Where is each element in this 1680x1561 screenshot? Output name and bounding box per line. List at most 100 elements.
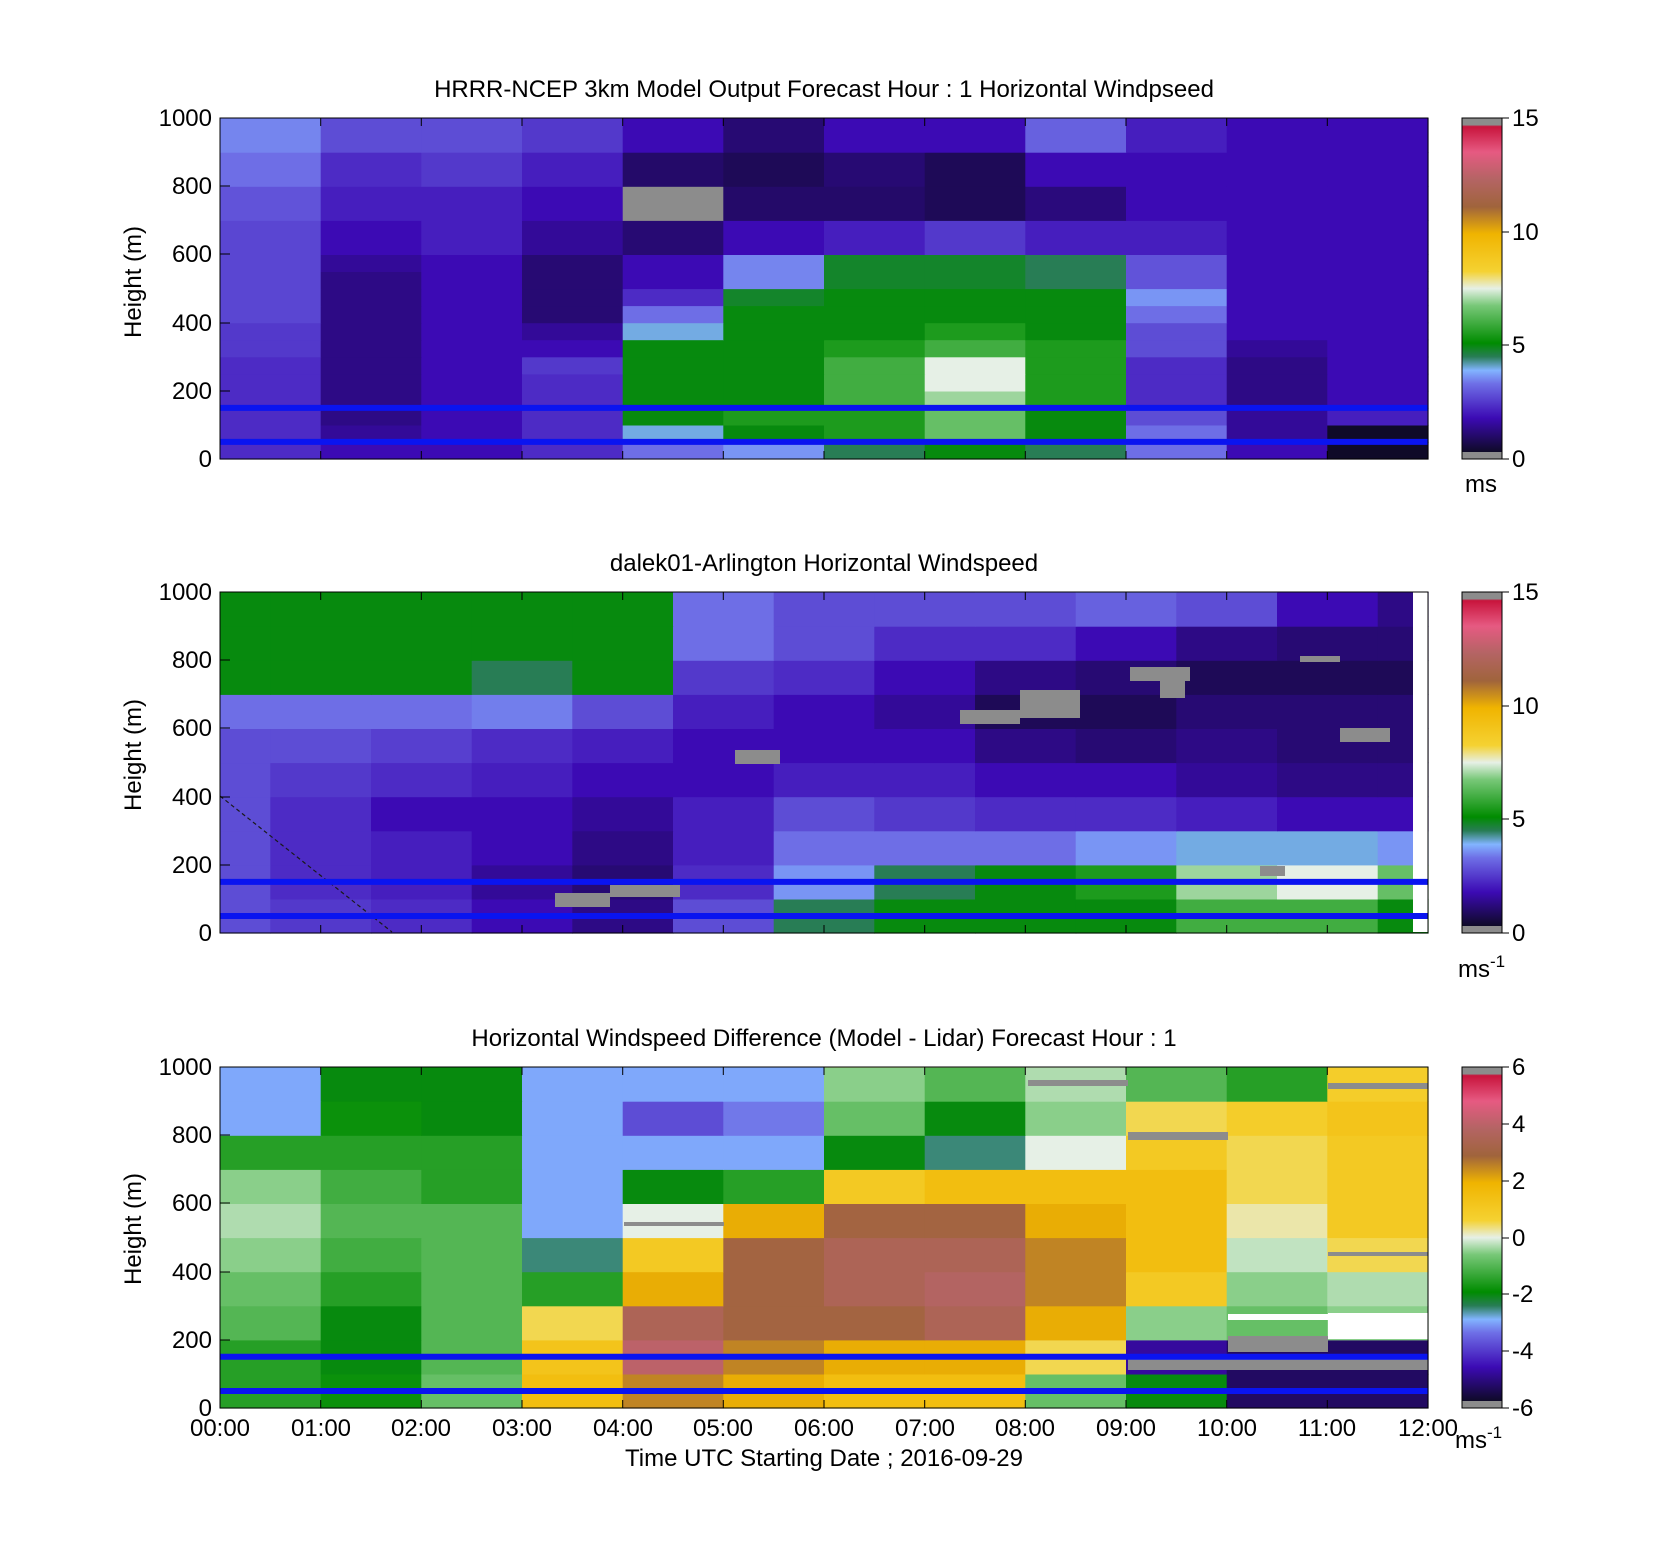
- heatmap-cell: [1025, 254, 1127, 272]
- heatmap-cell: [1126, 271, 1228, 290]
- p2-gap-1: [735, 750, 780, 764]
- heatmap-cell: [320, 441, 422, 460]
- heatmap-cell: [924, 1237, 1026, 1273]
- heatmap-cell: [471, 796, 573, 832]
- heatmap-cell: [723, 1305, 825, 1341]
- heatmap-cell: [1126, 305, 1228, 324]
- heatmap-cell: [1176, 626, 1278, 661]
- heatmap-cell: [622, 186, 724, 221]
- panel-2-y-axis: 0 200 400 600 800 1000: [159, 579, 230, 947]
- p3-ytick-label-1000: 1000: [159, 1054, 212, 1081]
- p1-colorbar-unit: ms: [1465, 471, 1497, 498]
- panel-1-colorbar: 0 5 10 15 ms: [1461, 105, 1539, 498]
- p2-ytick-label-200: 200: [172, 852, 212, 879]
- heatmap-cell: [220, 118, 322, 153]
- xtick-label-12: 12:00: [1398, 1415, 1458, 1442]
- heatmap-cell: [471, 694, 573, 729]
- heatmap-cell: [522, 1305, 624, 1341]
- heatmap-cell: [622, 1067, 724, 1102]
- p1-cb-label-5: 5: [1512, 332, 1525, 359]
- panel-2-colorbar: 0 5 10 15 ms-1: [1458, 579, 1539, 983]
- heatmap-cell: [622, 373, 724, 392]
- heatmap-cell: [1025, 390, 1127, 409]
- heatmap-cell: [1025, 441, 1127, 460]
- p3-gap-1: [1228, 1336, 1328, 1352]
- p3-missing-1: [1328, 1313, 1428, 1339]
- heatmap-cell: [1126, 339, 1228, 358]
- heatmap-cell: [1176, 762, 1278, 798]
- heatmap-cell: [1277, 830, 1379, 866]
- heatmap-cell: [572, 762, 674, 798]
- heatmap-cell: [924, 339, 1026, 358]
- heatmap-cell: [1075, 626, 1177, 661]
- heatmap-cell: [522, 322, 624, 341]
- heatmap-cell: [320, 1135, 422, 1170]
- heatmap-cell: [924, 356, 1026, 375]
- heatmap-cell: [874, 626, 976, 661]
- heatmap-cell: [1327, 424, 1429, 443]
- p3-colorbar-unit: ms-1: [1455, 1423, 1502, 1454]
- heatmap-cell: [622, 271, 724, 290]
- heatmap-cell: [1126, 288, 1228, 307]
- heatmap-cell: [1226, 390, 1328, 409]
- xtick-label-8: 08:00: [995, 1415, 1055, 1442]
- heatmap-cell: [824, 152, 926, 187]
- heatmap-cell: [220, 322, 322, 341]
- heatmap-cell: [1025, 220, 1127, 255]
- heatmap-cell: [1176, 728, 1278, 764]
- heatmap-cell: [572, 830, 674, 866]
- heatmap-cell: [723, 1101, 825, 1136]
- heatmap-cell: [320, 390, 422, 409]
- panel-difference: Horizontal Windspeed Difference (Model -…: [120, 1025, 1533, 1472]
- heatmap-cell: [522, 356, 624, 375]
- heatmap-cell: [371, 830, 473, 866]
- heatmap-cell: [320, 305, 422, 324]
- heatmap-cell: [1226, 118, 1328, 153]
- heatmap-cell: [1126, 407, 1228, 426]
- p3-ytick-label-200: 200: [172, 1327, 212, 1354]
- p2-gap-6: [1340, 728, 1390, 742]
- heatmap-cell: [572, 728, 674, 764]
- xtick-label-6: 06:00: [794, 1415, 854, 1442]
- heatmap-cell: [622, 1135, 724, 1170]
- heatmap-cell: [1327, 390, 1429, 409]
- heatmap-cell: [320, 271, 422, 290]
- heatmap-cell: [1226, 1135, 1328, 1170]
- heatmap-cell: [723, 339, 825, 358]
- heatmap-cell: [824, 271, 926, 290]
- p3-ytick-label-400: 400: [172, 1259, 212, 1286]
- heatmap-cell: [220, 356, 322, 375]
- heatmap-cell: [522, 118, 624, 153]
- panel-1-heatmap: [220, 118, 1429, 460]
- heatmap-cell: [421, 288, 523, 307]
- p2-ytick-label-800: 800: [172, 647, 212, 674]
- heatmap-cell: [220, 1271, 322, 1307]
- panel-1-title: HRRR-NCEP 3km Model Output Forecast Hour…: [434, 76, 1214, 103]
- heatmap-cell: [1025, 407, 1127, 426]
- p2-gap-10: [1260, 866, 1285, 876]
- panel-model-windspeed: HRRR-NCEP 3km Model Output Forecast Hour…: [120, 76, 1539, 498]
- heatmap-cell: [773, 694, 875, 729]
- heatmap-cell: [723, 186, 825, 221]
- heatmap-cell: [622, 1169, 724, 1204]
- heatmap-cell: [723, 390, 825, 409]
- heatmap-cell: [673, 660, 775, 695]
- p3-cb-label-m6: -6: [1512, 1395, 1533, 1422]
- heatmap-cell: [421, 220, 523, 255]
- heatmap-cell: [773, 626, 875, 661]
- heatmap-cell: [622, 424, 724, 443]
- heatmap-cell: [824, 186, 926, 221]
- heatmap-cell: [220, 1101, 322, 1136]
- heatmap-cell: [1226, 152, 1328, 187]
- heatmap-cell: [522, 1271, 624, 1307]
- heatmap-cell: [522, 373, 624, 392]
- heatmap-cell: [622, 390, 724, 409]
- p2-colorbar-unit: ms-1: [1458, 952, 1505, 983]
- p3-gap-7: [1328, 1252, 1428, 1256]
- heatmap-cell: [421, 254, 523, 272]
- heatmap-cell: [320, 220, 422, 255]
- heatmap-cell: [1226, 407, 1328, 426]
- heatmap-cell: [421, 1135, 523, 1170]
- panel-2-title: dalek01-Arlington Horizontal Windspeed: [610, 550, 1038, 577]
- heatmap-cell: [320, 152, 422, 187]
